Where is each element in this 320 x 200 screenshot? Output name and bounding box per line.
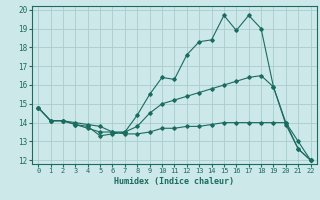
- X-axis label: Humidex (Indice chaleur): Humidex (Indice chaleur): [115, 177, 234, 186]
